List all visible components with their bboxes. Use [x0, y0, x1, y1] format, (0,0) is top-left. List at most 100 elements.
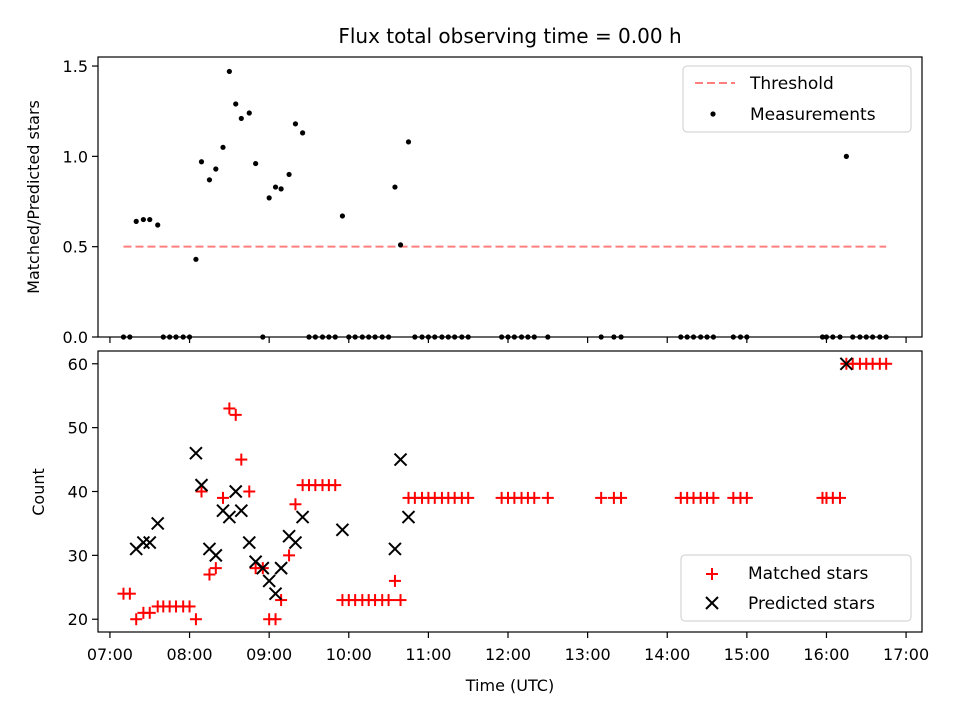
legend-measurements-label: Measurements [750, 105, 876, 125]
top-y-tick-label: 1.0 [63, 147, 88, 166]
bottom-y-tick-label: 50 [68, 419, 88, 438]
measurement-point [272, 184, 279, 190]
legend-threshold-label: Threshold [749, 74, 834, 94]
x-tick-label: 13:00 [565, 645, 611, 664]
bottom-y-axis-label: Count [29, 468, 48, 516]
predicted-star-point [295, 510, 310, 524]
measurement-point [133, 218, 139, 224]
bottom-legend: Matched stars Predicted stars [680, 554, 912, 622]
predicted-star-point [234, 503, 249, 518]
legend-measurements-swatch [710, 111, 716, 117]
matched-star-point [462, 491, 475, 504]
measurement-point [292, 121, 299, 127]
measurement-point [300, 130, 306, 136]
predicted-star-point [288, 535, 303, 550]
predicted-star-point [256, 561, 270, 575]
predicted-star-point [242, 535, 256, 550]
x-tick-label: 16:00 [803, 645, 849, 664]
predicted-stars-series [129, 357, 854, 601]
measurement-point [405, 139, 412, 145]
predicted-star-point [268, 586, 283, 601]
measurement-point [155, 222, 161, 228]
top-y-tick-label: 1.5 [63, 57, 88, 76]
x-tick-label: 11:00 [405, 645, 451, 664]
measurement-point [286, 171, 292, 178]
bottom-y-tick-label: 30 [68, 546, 88, 565]
matched-star-point [289, 498, 302, 511]
matched-star-point [130, 613, 143, 626]
bottom-y-axis: 20 30 40 50 60 [68, 355, 98, 629]
matched-stars-series [117, 357, 893, 626]
predicted-star-point [151, 516, 165, 531]
top-x-ticks [109, 337, 907, 343]
matched-star-point [329, 479, 342, 492]
predicted-star-point [189, 446, 203, 460]
matched-star-point [189, 613, 202, 626]
bottom-x-axis: 07:00 08:00 09:00 10:00 11:00 12:00 13:00 14:00… [87, 632, 929, 664]
predicted-star-point [229, 484, 243, 499]
matched-star-point [833, 491, 846, 504]
matched-star-point [528, 491, 541, 504]
measurement-point [233, 101, 239, 107]
legend-matched-swatch [706, 568, 718, 580]
measurement-point [266, 195, 272, 201]
top-panel-ratio: 0.0 0.5 1.0 1.5 Matched/Predicted stars Thr… [24, 56, 923, 347]
bottom-y-tick-label: 60 [68, 355, 88, 374]
matched-star-point [388, 574, 401, 587]
predicted-star-point [388, 542, 402, 556]
measurement-point [140, 216, 146, 223]
matched-star-point [394, 594, 407, 607]
measurement-point [278, 186, 284, 192]
measurement-point [843, 153, 849, 159]
matched-star-point [740, 491, 753, 504]
measurement-point [392, 184, 398, 190]
x-tick-label: 14:00 [644, 645, 690, 664]
matched-star-point [269, 613, 282, 626]
matched-star-point [595, 491, 608, 504]
matched-star-point [123, 587, 136, 600]
matched-star-point [283, 549, 296, 562]
matched-star-point [203, 568, 216, 581]
predicted-star-point [839, 357, 854, 371]
measurement-point [213, 166, 219, 172]
measurements-series [120, 68, 889, 340]
predicted-star-point [401, 510, 416, 524]
chart-title: Flux total observing time = 0.00 h [338, 24, 681, 48]
matched-star-point [235, 453, 248, 466]
predicted-star-point [209, 548, 223, 563]
matched-star-point [880, 357, 893, 370]
predicted-star-point [262, 574, 276, 588]
measurement-point [397, 242, 404, 248]
matched-star-point [707, 491, 720, 504]
measurement-point [220, 144, 226, 150]
matched-star-point [216, 491, 229, 504]
measurement-point [339, 213, 346, 219]
top-y-axis-label: Matched/Predicted stars [24, 100, 43, 294]
x-tick-label: 17:00 [883, 645, 929, 664]
predicted-star-point [222, 510, 237, 524]
x-axis-label: Time (UTC) [465, 676, 554, 695]
legend-predicted-label: Predicted stars [748, 594, 875, 614]
predicted-star-point [143, 535, 157, 550]
top-legend: Threshold Measurements [682, 65, 912, 133]
x-tick-label: 10:00 [326, 645, 372, 664]
top-y-tick-label: 0.0 [63, 328, 88, 347]
bottom-y-tick-label: 20 [68, 610, 88, 629]
predicted-star-point [393, 452, 408, 467]
x-tick-label: 07:00 [87, 645, 133, 664]
matched-star-point [615, 491, 628, 504]
x-tick-label: 15:00 [724, 645, 770, 664]
x-tick-label: 09:00 [246, 645, 292, 664]
predicted-star-point [274, 561, 288, 575]
x-tick-label: 08:00 [167, 645, 213, 664]
measurement-point [198, 159, 205, 165]
predicted-star-point [194, 478, 209, 492]
x-tick-label: 12:00 [485, 645, 531, 664]
matched-star-point [223, 402, 236, 415]
matched-star-point [382, 594, 395, 607]
measurement-point [193, 256, 199, 262]
matched-star-point [209, 562, 222, 575]
matched-star-point [143, 606, 156, 619]
measurement-point [206, 177, 213, 183]
